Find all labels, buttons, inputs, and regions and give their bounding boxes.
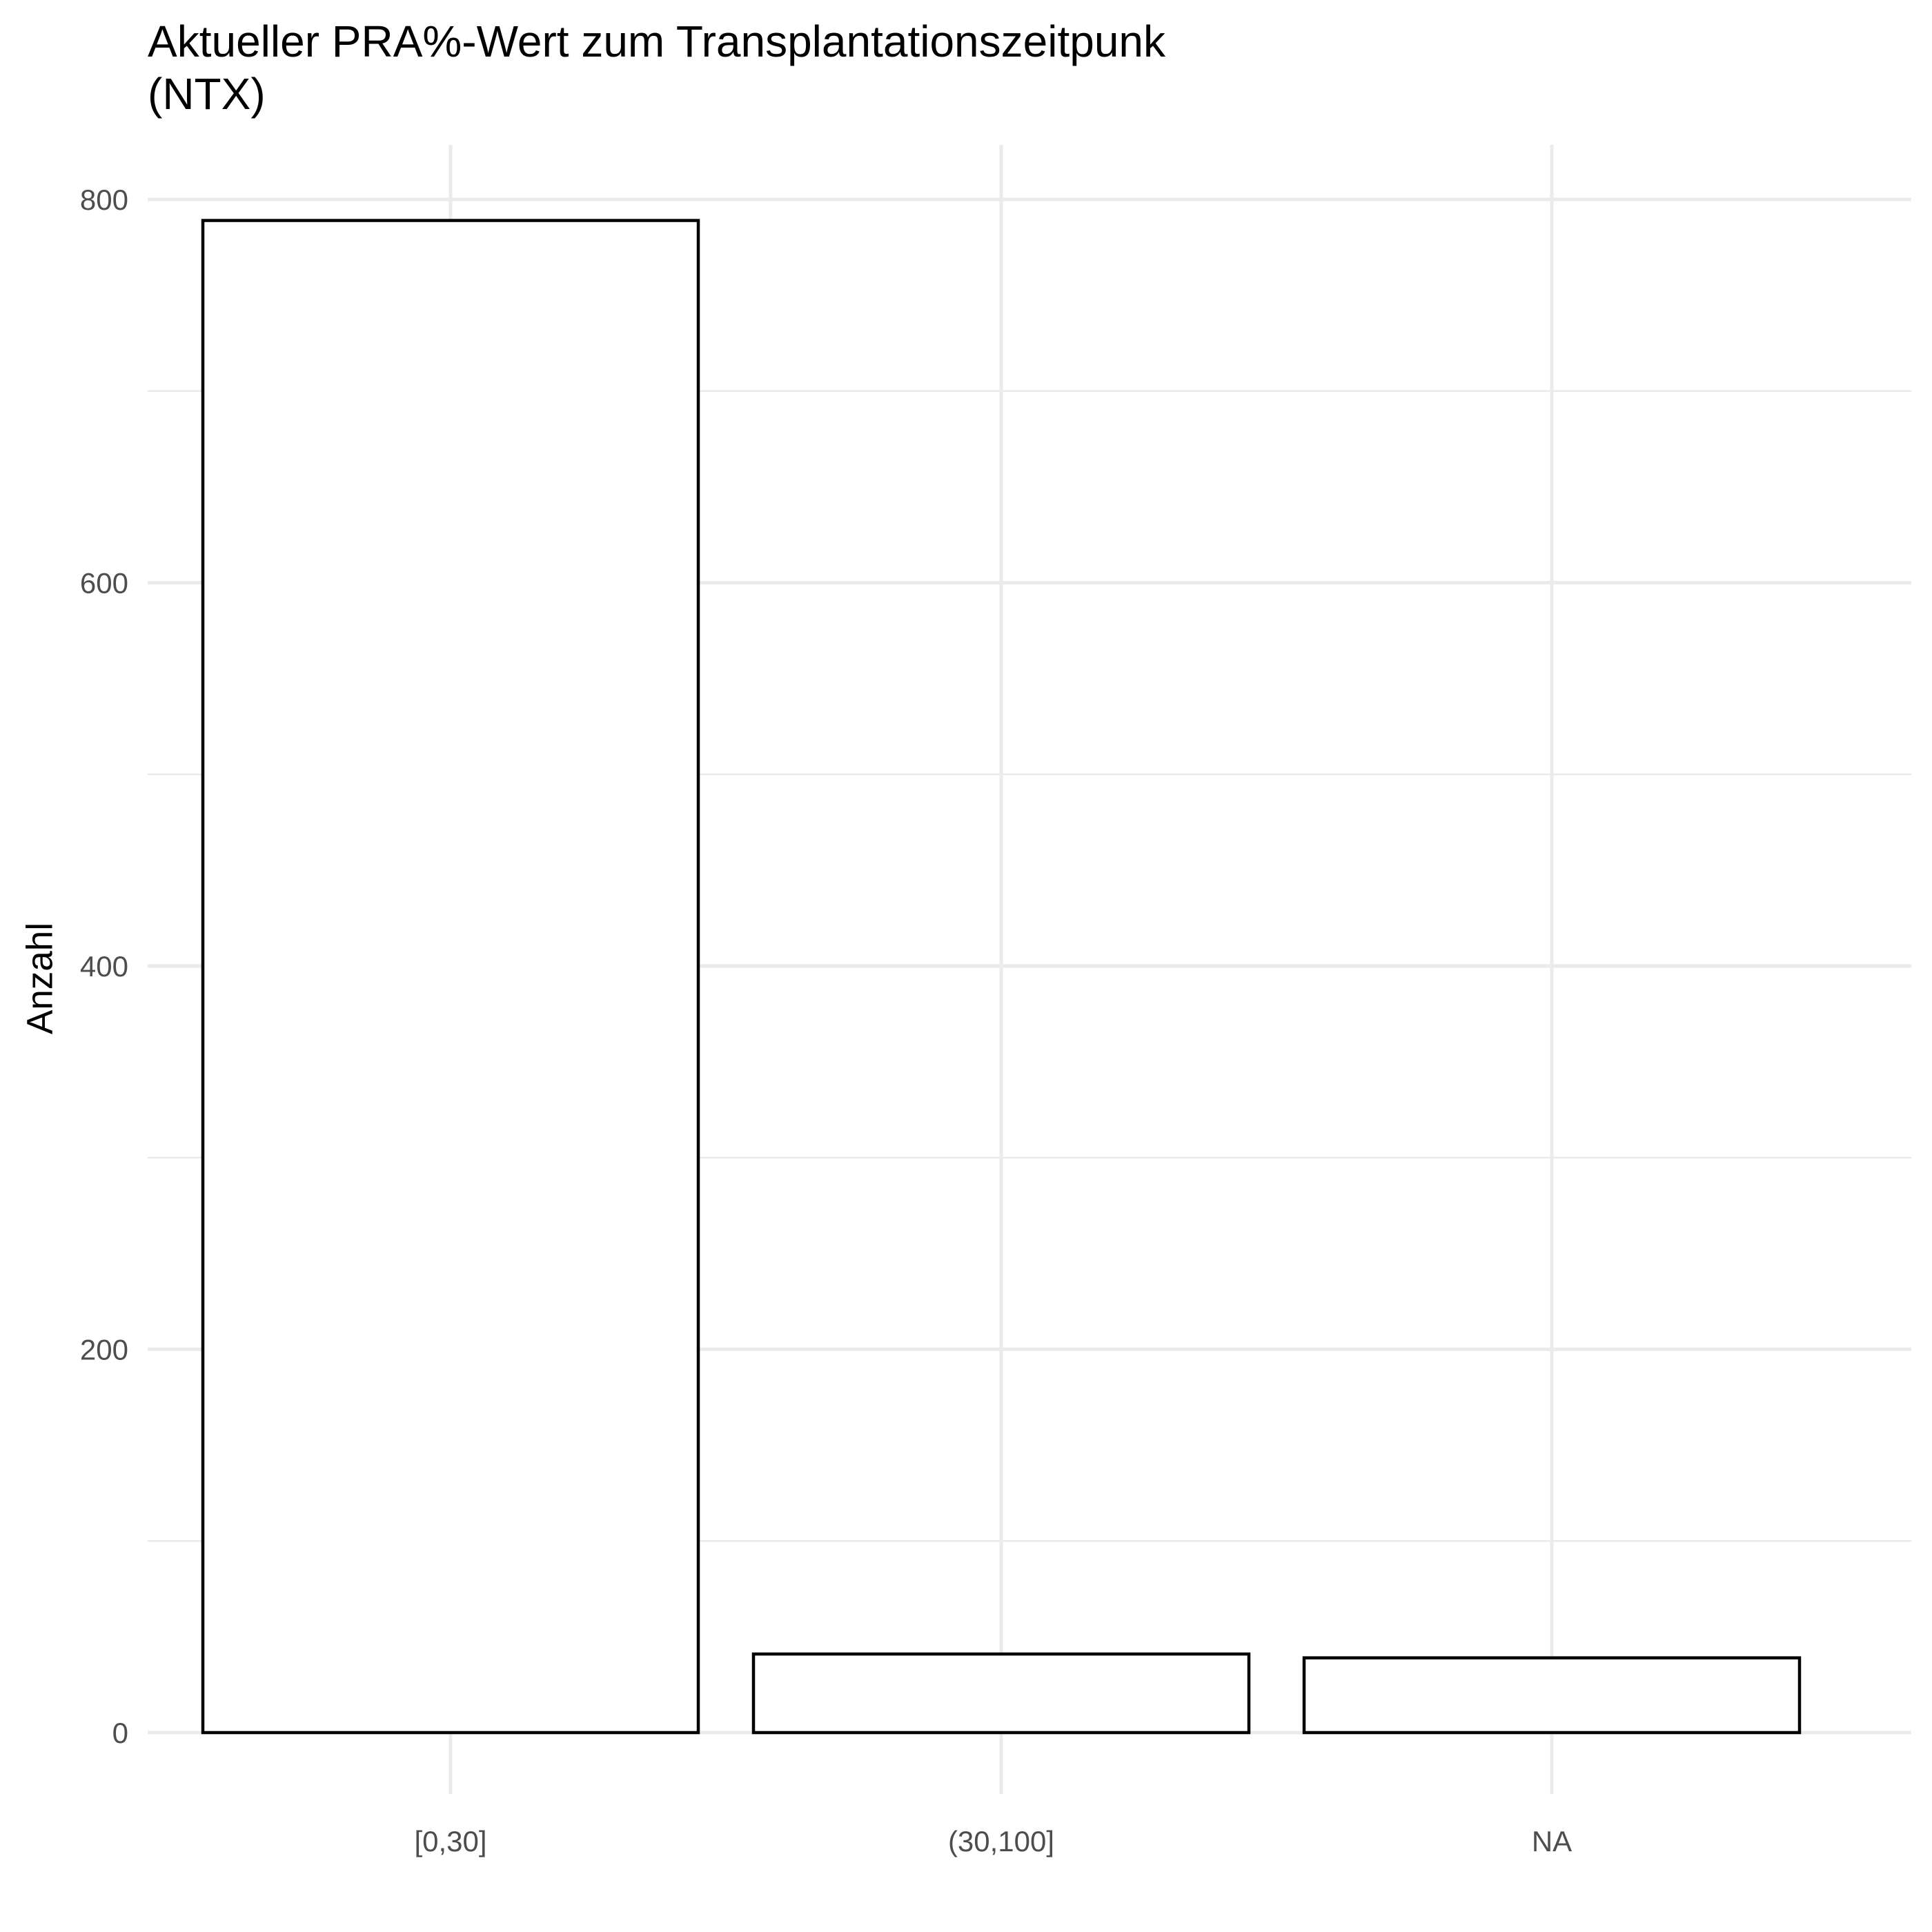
y-tick-labels: 0 200 400 600 800 (80, 184, 128, 1749)
bar (751, 1652, 1251, 1735)
chart-title: Aktueller PRA%-Wert zum Transplantations… (148, 15, 1165, 120)
y-tick-label: 200 (80, 1334, 128, 1366)
x-tick-label: (30,100] (948, 1825, 1054, 1857)
x-tick-labels: [0,30] (30,100] NA (414, 1825, 1572, 1857)
y-tick-label: 400 (80, 950, 128, 983)
chart-title-line-2: (NTX) (148, 69, 266, 119)
bar (1302, 1656, 1802, 1735)
bar (201, 219, 700, 1735)
chart-title-line-1: Aktueller PRA%-Wert zum Transplantations… (148, 17, 1165, 66)
y-tick-label: 600 (80, 567, 128, 600)
x-tick-label: NA (1532, 1825, 1572, 1857)
y-tick-label: 0 (112, 1717, 128, 1749)
y-tick-label: 800 (80, 184, 128, 216)
bars (201, 219, 1802, 1735)
x-tick-label: [0,30] (414, 1825, 486, 1857)
